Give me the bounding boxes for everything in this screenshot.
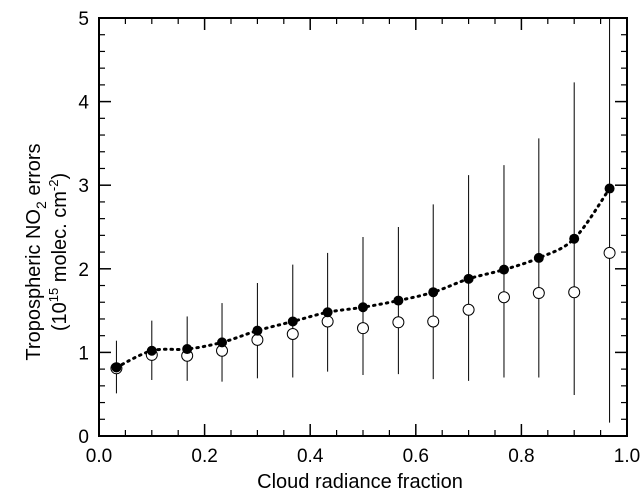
y-label-line2-prefix: (10 <box>49 302 71 331</box>
error-bars <box>115 18 611 423</box>
y-axis-label: Tropospheric NO2 errors <box>23 143 49 360</box>
open-circle-point <box>462 303 475 316</box>
filled-circle-point <box>252 325 263 336</box>
open-circle-point <box>392 316 405 329</box>
x-tick-label: 0.2 <box>191 446 217 467</box>
filled-circle-point <box>569 233 580 244</box>
y-label-line2-middle: molec. cm <box>49 191 71 288</box>
filled-circle-point <box>358 302 368 313</box>
open-circle-point <box>427 315 440 328</box>
open-circle-point <box>286 328 299 341</box>
x-tick-label: 0.8 <box>508 446 534 467</box>
open-circle-point <box>568 286 581 299</box>
y-tick-labels: 0 1 2 3 4 5 <box>78 9 89 448</box>
filled-circle-point <box>498 264 509 275</box>
y-label-line2-superscript-1: 15 <box>46 288 61 302</box>
filled-circle-point <box>322 307 333 318</box>
y-tick-label: 5 <box>78 9 89 30</box>
x-tick-label: 0.6 <box>403 446 429 467</box>
y-tick-label: 0 <box>78 427 89 448</box>
filled-points-layer <box>111 183 615 373</box>
filled-circle-point <box>533 252 544 263</box>
y-axis-label-line2: (1015 molec. cm-2) <box>46 173 71 331</box>
filled-circle-point <box>393 295 404 306</box>
open-circle-point <box>497 291 510 304</box>
open-circle-point <box>603 246 616 259</box>
filled-circle-point <box>146 345 157 356</box>
x-tick-label: 0.4 <box>297 446 324 467</box>
y-label-line2-superscript-2: -2 <box>46 180 61 192</box>
y-tick-label: 4 <box>78 93 89 114</box>
open-circle-point <box>251 333 264 346</box>
y-tick-label: 1 <box>78 343 89 364</box>
y-label-line2-suffix: ) <box>49 173 71 180</box>
y-label-line1-suffix: errors <box>23 143 45 201</box>
y-label-line1-prefix: Tropospheric NO <box>23 209 45 361</box>
x-tick-label: 1.0 <box>614 446 640 467</box>
open-circle-point <box>321 315 334 328</box>
filled-circle-point <box>287 316 298 327</box>
y-axis-label-line1: Tropospheric NO2 errors <box>23 143 49 360</box>
y-tick-label: 3 <box>78 176 89 197</box>
filled-circle-point <box>604 183 615 194</box>
x-tick-label: 0.0 <box>86 446 112 467</box>
filled-circle-point <box>111 362 122 373</box>
y-tick-label: 2 <box>78 260 89 281</box>
x-axis-label: Cloud radiance fraction <box>257 471 463 493</box>
plot-frame <box>98 17 628 437</box>
x-tick-labels: 0.0 0.2 0.4 0.6 0.8 1.0 <box>86 446 640 467</box>
filled-circle-point <box>428 287 439 298</box>
filled-circle-point <box>463 273 474 284</box>
open-circle-point <box>532 287 545 300</box>
open-circle-point <box>357 322 369 335</box>
filled-circle-point <box>217 337 228 348</box>
y-label-line1-subscript: 2 <box>33 201 49 209</box>
y-axis-label-2: (1015 molec. cm-2) <box>46 173 71 331</box>
filled-circle-point <box>182 344 193 355</box>
